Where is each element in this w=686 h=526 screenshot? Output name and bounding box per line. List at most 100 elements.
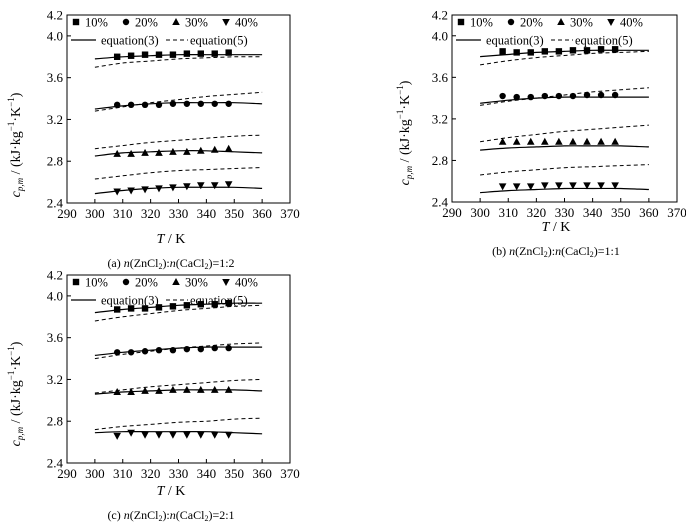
data-point-circle	[155, 347, 163, 354]
data-point-circle	[211, 344, 218, 352]
x-tick-label: 290	[442, 205, 462, 220]
fit-curves	[480, 49, 649, 194]
legend-marker-square	[72, 18, 80, 26]
data-point-circle	[141, 101, 149, 109]
data-point-square	[597, 46, 605, 53]
legend-label: 30%	[570, 16, 593, 30]
chart-panel-c: 290 300 310 320 330 340 350 360 370 2.4 2.8 3.2 3.6 4…	[6, 268, 300, 524]
legend-marker-triangle-down	[607, 19, 615, 26]
legend-marker-circle	[122, 18, 130, 26]
data-point-square	[141, 305, 149, 312]
x-tick-label: 290	[57, 466, 77, 481]
data-point-triangle-down	[155, 185, 163, 193]
legend-label: 20%	[520, 16, 543, 30]
data-point-circle	[513, 93, 520, 101]
data-point-square	[555, 48, 563, 55]
x-tick-label: 330	[169, 466, 189, 481]
x-tick-label: 370	[667, 205, 686, 220]
data-point-circle	[499, 92, 506, 100]
data-point-square	[583, 47, 591, 54]
data-point-triangle-up	[583, 137, 591, 145]
legend-marker-triangle-up	[557, 18, 565, 25]
x-label-main: T	[157, 232, 166, 247]
y-tick-label: 2.4	[47, 196, 64, 211]
data-point-triangle-up	[183, 147, 191, 155]
data-point-square	[155, 51, 163, 58]
data-point-triangle-up	[113, 387, 121, 395]
y-label-end: )	[9, 92, 24, 97]
data-point-triangle-up	[611, 137, 619, 145]
y-axis-label: cp,m / (kJ·kg−1·K−1)	[395, 80, 414, 185]
data-point-square	[197, 50, 204, 57]
equation5-curve	[94, 342, 263, 360]
data-point-circle	[225, 100, 232, 107]
data-point-triangle-up	[113, 149, 121, 157]
equation5-curve	[480, 87, 649, 106]
data-point-triangle-up	[155, 148, 163, 156]
x-tick-label: 300	[85, 466, 105, 481]
data-point-square	[499, 48, 506, 55]
data-point-square	[211, 50, 218, 57]
data-point-square	[541, 48, 549, 55]
x-tick-label: 340	[583, 205, 603, 220]
equation5-curve	[94, 417, 263, 431]
data-point-triangle-down	[113, 432, 121, 440]
data-point-square	[225, 49, 232, 56]
data-point-circle	[597, 91, 605, 99]
x-tick-label: 350	[225, 466, 245, 481]
data-point-triangle-up	[597, 137, 605, 145]
equation5-curve	[94, 134, 263, 150]
x-tick-label: 320	[141, 466, 161, 481]
equation3-curve	[480, 49, 649, 58]
axis-ticks: 290 300 310 320 330 340 350 360 370 2.4 2.8 3.2 3.6 4…	[47, 268, 300, 482]
equation3-curve	[94, 54, 263, 60]
y-tick-label: 4.0	[47, 28, 63, 43]
x-tick-label: 310	[113, 466, 133, 481]
caption: (c) n(ZnCl2):n(CaCl2)=2:1	[107, 508, 234, 523]
legend-label: 30%	[185, 16, 208, 30]
data-point-triangle-down	[183, 431, 191, 439]
data-point-triangle-down	[127, 429, 135, 437]
y-axis-label: cp,m / (kJ·kg−1·K−1)	[6, 92, 25, 197]
y-tick-label: 4.2	[47, 8, 63, 23]
x-tick-label: 310	[113, 206, 133, 221]
data-point-circle	[541, 92, 549, 100]
data-point-circle	[197, 100, 204, 107]
data-point-square	[155, 304, 163, 311]
equation3-curve	[480, 96, 649, 104]
y-tick-label: 3.2	[47, 372, 63, 387]
legend: 10% 20% 30% 40% equation(3) equation(5)	[456, 16, 643, 48]
equation5-curve	[480, 124, 649, 143]
x-tick-label: 370	[280, 466, 300, 481]
data-point-triangle-up	[512, 137, 521, 145]
legend-label-equation5: equation(5)	[190, 34, 248, 48]
equation3-curve	[94, 431, 263, 435]
legend: 10% 20% 30% 40% equation(3) equation(5)	[71, 16, 258, 48]
y-tick-label: 4.0	[432, 28, 448, 43]
data-point-triangle-up	[210, 385, 219, 393]
x-tick-label: 370	[280, 206, 300, 221]
data-point-triangle-down	[141, 431, 149, 439]
x-tick-label: 360	[639, 205, 659, 220]
legend-label: 20%	[135, 276, 158, 290]
data-point-circle	[113, 101, 121, 109]
x-axis-label: T / K	[157, 484, 186, 499]
y-tick-label: 4.0	[47, 288, 63, 303]
data-point-triangle-down	[541, 182, 549, 190]
y-tick-label: 2.4	[47, 456, 64, 471]
x-tick-label: 340	[197, 206, 217, 221]
caption: (b) n(ZnCl2):n(CaCl2)=1:1	[492, 244, 620, 259]
data-point-triangle-down	[210, 182, 219, 190]
y-axis-label: cp,m / (kJ·kg−1·K−1)	[6, 341, 25, 446]
x-tick-label: 340	[197, 466, 217, 481]
data-point-triangle-up	[183, 385, 191, 393]
legend-label: 10%	[85, 276, 108, 290]
data-point-triangle-up	[555, 137, 563, 145]
data-point-triangle-up	[498, 137, 507, 145]
axis-ticks: 290 300 310 320 330 340 350 360 370 2.4 2.8 3.2 3.6 4…	[432, 8, 686, 221]
data-point-square	[183, 50, 191, 57]
data-point-triangle-down	[224, 181, 233, 189]
data-point-triangle-down	[210, 431, 219, 439]
data-point-triangle-up	[197, 385, 205, 393]
data-point-triangle-down	[141, 186, 149, 194]
